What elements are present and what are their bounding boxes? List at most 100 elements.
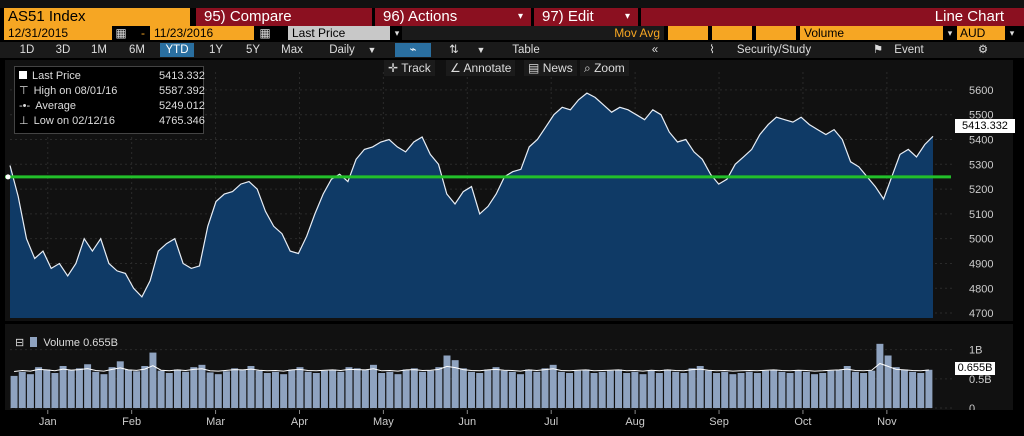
period-1m[interactable]: 1M	[91, 44, 107, 56]
calendar-icon[interactable]: ▦	[259, 26, 271, 40]
period-ytd[interactable]: YTD	[160, 43, 194, 57]
period-5y[interactable]: 5Y	[245, 44, 261, 56]
price-tick-label: 4700	[969, 308, 993, 320]
period-max[interactable]: Max	[281, 44, 303, 56]
magnifier-icon: ⌕	[584, 61, 591, 75]
mov-avg-label: Mov Avg	[402, 26, 664, 40]
price-chart[interactable]: 4700 4800 4900 5000 5100 5200 5300 5400 5500 5600	[5, 60, 1013, 321]
chevron-down-icon[interactable]: ▼	[476, 45, 486, 55]
volume-bar	[623, 373, 631, 408]
news-tool[interactable]: ▤ News	[524, 60, 577, 76]
event-button[interactable]: Event	[894, 44, 924, 56]
volume-bar	[606, 370, 614, 408]
volume-bar	[582, 369, 590, 408]
annotate-tool[interactable]: ∠ Annotate	[446, 60, 516, 76]
volume-bar	[459, 368, 467, 408]
volume-bar	[851, 371, 859, 408]
volume-bar	[892, 367, 900, 408]
end-date-field[interactable]: 11/23/2016	[150, 26, 254, 40]
volume-bar	[51, 373, 59, 408]
price-tick-label: 5100	[969, 209, 993, 221]
volume-tick-label: 0	[969, 403, 975, 410]
compare-button[interactable]: 95) Compare	[196, 8, 372, 26]
flag-icon[interactable]: ⚑	[872, 44, 884, 56]
mov-avg-field-3[interactable]	[756, 26, 796, 40]
period-3d[interactable]: 3D	[55, 44, 71, 56]
volume-bar	[435, 367, 443, 408]
volume-bar	[525, 369, 533, 408]
legend-last-value: 5413.332	[159, 70, 205, 82]
legend-last-price[interactable]: Last Price 5413.332	[19, 69, 205, 83]
x-tick-label: Nov	[877, 416, 897, 428]
volume-collapse-icon[interactable]: ⊟	[15, 337, 25, 349]
volume-bar	[672, 371, 680, 408]
period-6m[interactable]: 6M	[129, 44, 145, 56]
chevron-down-icon[interactable]: ▼	[367, 45, 377, 55]
period-1y[interactable]: 1Y	[208, 44, 224, 56]
volume-chart[interactable]: 1B 0.5B 0	[5, 324, 1013, 415]
price-tick-label: 5300	[969, 159, 993, 171]
track-tool[interactable]: ✛ Track	[384, 60, 435, 76]
volume-bar	[182, 371, 190, 408]
volume-bar	[75, 368, 83, 408]
volume-bar	[133, 371, 141, 408]
gear-icon[interactable]: ⚙	[977, 44, 989, 56]
price-tick-label: 4800	[969, 283, 993, 295]
volume-bar	[410, 368, 418, 408]
volume-bar	[802, 371, 810, 408]
track-label: Track	[401, 61, 431, 75]
volume-bar	[574, 370, 582, 408]
volume-bar	[721, 371, 729, 408]
mov-avg-field-1[interactable]	[668, 26, 708, 40]
volume-bar	[369, 364, 377, 408]
volume-bar	[811, 374, 819, 408]
index-title[interactable]: AS51 Index	[4, 8, 190, 26]
volume-bar	[329, 369, 337, 408]
line-chart-icon[interactable]: ⌁	[395, 43, 431, 57]
x-tick-label: May	[373, 416, 394, 428]
chevron-down-icon[interactable]: ▾	[394, 28, 400, 38]
volume-bar	[116, 361, 124, 408]
price-tick-label: 5500	[969, 110, 993, 122]
zoom-label: Zoom	[594, 61, 625, 75]
chevron-down-icon[interactable]: ▾	[947, 28, 953, 38]
currency-select[interactable]: AUD	[957, 26, 1005, 40]
volume-bar	[615, 369, 623, 408]
zoom-tool[interactable]: ⌕ Zoom	[580, 60, 629, 76]
volume-bar	[345, 367, 353, 408]
study-icon[interactable]: ⌇	[709, 44, 715, 56]
legend-high-value: 5587.392	[159, 85, 205, 97]
volume-bar	[231, 368, 239, 408]
volume-bar	[361, 369, 369, 408]
volume-bar	[239, 369, 247, 408]
volume-bar	[402, 369, 410, 408]
edit-button[interactable]: 97) Edit ▾	[534, 8, 638, 26]
chevron-down-icon[interactable]: ▾	[1009, 28, 1015, 38]
bar-style-icon[interactable]: ⇅	[449, 44, 459, 56]
volume-bar	[517, 374, 524, 408]
x-tick-label: Jan	[39, 416, 57, 428]
volume-bar	[337, 371, 345, 408]
volume-bar	[108, 367, 116, 408]
news-icon: ▤	[528, 61, 540, 75]
volume-select[interactable]: Volume	[800, 26, 943, 40]
double-chevron-left-icon[interactable]: «	[651, 44, 659, 56]
x-axis: Jan Feb Mar Apr May Jun Jul Aug Sep Oct Nov	[5, 410, 1013, 433]
frequency-select[interactable]: Daily	[329, 44, 355, 56]
table-button[interactable]: Table	[512, 44, 540, 56]
period-1d[interactable]: 1D	[19, 44, 35, 56]
volume-bar	[312, 373, 320, 408]
field-select[interactable]: Last Price	[288, 26, 390, 40]
volume-bar	[843, 366, 851, 408]
start-date-field[interactable]: 12/31/2015	[4, 26, 112, 40]
volume-bar	[508, 371, 516, 408]
calendar-icon[interactable]: ▦	[115, 26, 127, 40]
actions-button[interactable]: 96) Actions ▾	[375, 8, 531, 26]
mov-avg-field-2[interactable]	[712, 26, 752, 40]
volume-bar	[67, 370, 75, 408]
volume-legend-label: Volume	[43, 337, 81, 349]
volume-bar	[353, 368, 361, 408]
security-study-button[interactable]: Security/Study	[736, 44, 812, 56]
price-tick-label: 5400	[969, 135, 993, 147]
volume-bar	[10, 375, 18, 408]
